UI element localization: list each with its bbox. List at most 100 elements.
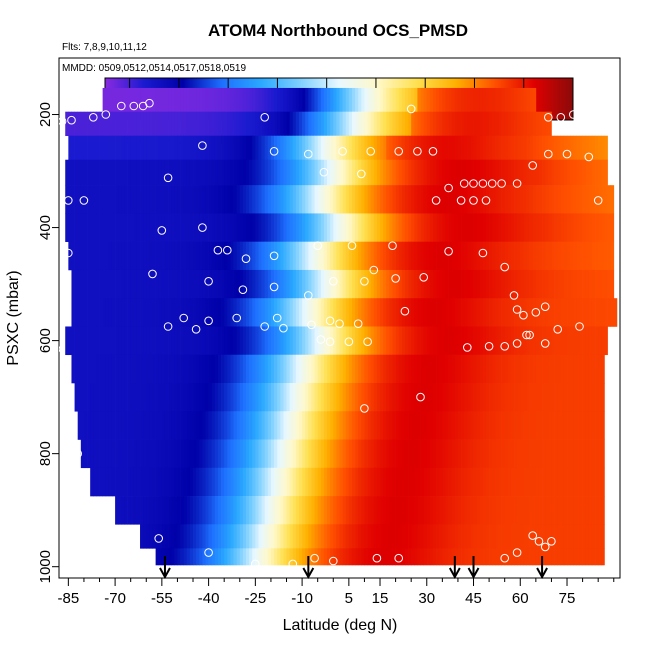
heatmap-cell [274,383,278,412]
heatmap-cell [314,467,319,497]
heatmap-cell [436,298,440,327]
heatmap-cell [442,111,446,137]
heatmap-cell [217,524,222,549]
heatmap-cell [548,411,552,440]
heatmap-cell [442,185,446,214]
heatmap-cell [270,326,275,356]
heatmap-cell [140,496,144,525]
heatmap-cell [305,383,309,412]
heatmap-cell [239,241,244,271]
heatmap-cell [355,87,359,112]
heatmap-cell [140,439,144,469]
heatmap-cell [155,354,160,384]
heatmap-cell [199,383,203,412]
heatmap-cell [433,548,437,566]
heatmap-cell [510,439,515,469]
heatmap-cell [186,548,191,566]
heatmap-cell [136,383,141,412]
heatmap-cell [143,135,147,161]
heatmap-cell [102,411,107,440]
heatmap-cell [205,411,209,440]
heatmap-cell [320,159,325,186]
heatmap-cell [380,326,384,356]
heatmap-cell [355,185,359,214]
heatmap-cell [205,548,209,566]
heatmap-cell [567,269,571,299]
heatmap-cell [514,354,518,384]
heatmap-cell [401,213,406,242]
heatmap-cell [383,159,387,186]
heatmap-cell [495,383,499,412]
heatmap-cell [457,87,462,112]
heatmap-cell [302,135,306,161]
heatmap-cell [423,439,428,469]
x-tick-label: -55 [151,590,173,607]
sample-point [562,149,572,159]
heatmap-cell [314,496,319,525]
heatmap-cell [233,298,237,327]
heatmap-cell [121,439,125,469]
heatmap-cell [451,269,456,299]
heatmap-cell [448,135,453,161]
heatmap-cell [286,524,290,549]
heatmap-cell [551,185,555,214]
heatmap-cell [517,135,521,161]
heatmap-cell [323,111,328,137]
heatmap-cell [529,354,534,384]
heatmap-cell [152,383,156,412]
sample-point [204,316,213,326]
heatmap-cell [582,135,587,161]
heatmap-cell [217,439,222,469]
heatmap-cell [239,135,244,161]
heatmap-cell [535,354,540,384]
heatmap-cell [404,111,409,137]
heatmap-cell [258,524,262,549]
heatmap-cell [143,326,147,356]
heatmap-cell [364,241,368,271]
heatmap-cell [274,298,278,327]
heatmap-cell [168,383,172,412]
heatmap-cell [348,135,353,161]
heatmap-cell [588,241,593,271]
sample-point [431,196,441,205]
heatmap-cell [517,467,521,497]
heatmap-cell [230,496,234,525]
heatmap-cell [80,111,85,137]
heatmap-cell [398,269,403,299]
heatmap-cell [236,213,241,242]
heatmap-cell [579,383,583,412]
heatmap-cell [411,524,415,549]
heatmap-cell [270,298,275,327]
sample-point [369,265,379,275]
heatmap-cell [280,269,284,299]
heatmap-cell [439,411,443,440]
heatmap-cell [595,213,599,242]
heatmap-cell [83,213,88,242]
heatmap-cell [311,524,315,549]
heatmap-cell [355,135,359,161]
heatmap-cell [557,467,562,497]
heatmap-cell [118,467,122,497]
heatmap-cell [445,354,449,384]
heatmap-cell [177,548,181,566]
heatmap-cell [149,111,153,137]
sample-point [360,404,369,413]
heatmap-cell [348,411,353,440]
heatmap-cell [361,496,365,525]
heatmap-cell [389,383,393,412]
heatmap-cell [274,548,278,566]
heatmap-cell [476,383,481,412]
heatmap-cell [83,135,88,161]
heatmap-cell [127,135,132,161]
sample-point [519,310,528,320]
heatmap-cell [202,524,206,549]
heatmap-cell [320,354,325,384]
heatmap-cell [108,467,113,497]
heatmap-cell [532,213,537,242]
heatmap-cell [420,439,424,469]
heatmap-cell [65,159,69,186]
heatmap-cell [239,354,244,384]
heatmap-cell [526,354,530,384]
heatmap-cell [473,496,477,525]
heatmap-cell [426,411,431,440]
